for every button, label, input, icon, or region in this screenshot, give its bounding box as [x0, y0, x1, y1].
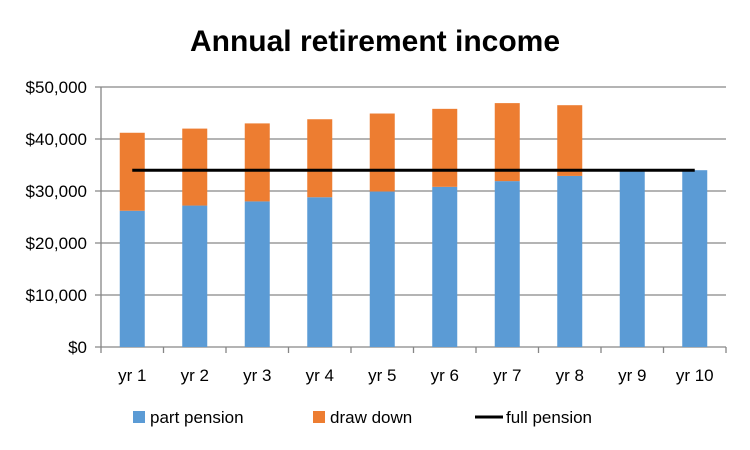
x-tick-label: yr 1 [118, 366, 146, 385]
x-tick-label: yr 9 [618, 366, 646, 385]
x-tick-label: yr 10 [676, 366, 714, 385]
bar-draw-down [119, 132, 145, 211]
bar-part-pension [619, 170, 645, 347]
y-tick-label: $20,000 [26, 234, 87, 253]
bar-draw-down [494, 103, 520, 182]
bar-draw-down [557, 105, 583, 176]
x-tick-label: yr 4 [306, 366, 334, 385]
bar-draw-down [369, 113, 395, 192]
x-tick-label: yr 3 [243, 366, 271, 385]
bar-draw-down [182, 128, 208, 206]
y-tick-label: $0 [68, 338, 87, 357]
legend-swatch [313, 411, 325, 423]
legend-swatch [133, 411, 145, 423]
bar-draw-down [307, 119, 333, 198]
y-tick-label: $30,000 [26, 182, 87, 201]
bar-part-pension [182, 205, 208, 347]
bars [119, 103, 708, 347]
legend: part pension draw down full pension [133, 408, 592, 427]
legend-label: part pension [150, 408, 244, 427]
bar-part-pension [307, 197, 333, 347]
bar-part-pension [119, 210, 145, 347]
bar-part-pension [244, 201, 270, 347]
y-axis-ticks: $0 $10,000 $20,000 $30,000 $40,000 $50,000 [26, 78, 87, 357]
legend-label: draw down [330, 408, 412, 427]
x-axis-ticks: yr 1 yr 2 yr 3 yr 4 yr 5 yr 6 yr 7 yr 8 yr 9 yr 1… [118, 366, 714, 385]
bar-part-pension [369, 191, 395, 347]
bar-part-pension [557, 175, 583, 347]
bar-part-pension [432, 186, 458, 347]
chart-title: Annual retirement income [190, 25, 560, 58]
x-tick-label: yr 8 [556, 366, 584, 385]
y-tick-label: $10,000 [26, 286, 87, 305]
bar-part-pension [494, 181, 520, 347]
bar-draw-down [432, 108, 458, 187]
x-tick-label: yr 6 [431, 366, 459, 385]
y-tick-label: $50,000 [26, 78, 87, 97]
bar-part-pension [682, 170, 708, 347]
bar-draw-down [244, 123, 270, 202]
x-tick-label: yr 7 [493, 366, 521, 385]
x-tick-label: yr 2 [181, 366, 209, 385]
legend-label: full pension [506, 408, 592, 427]
y-tick-label: $40,000 [26, 130, 87, 149]
x-tick-label: yr 5 [368, 366, 396, 385]
